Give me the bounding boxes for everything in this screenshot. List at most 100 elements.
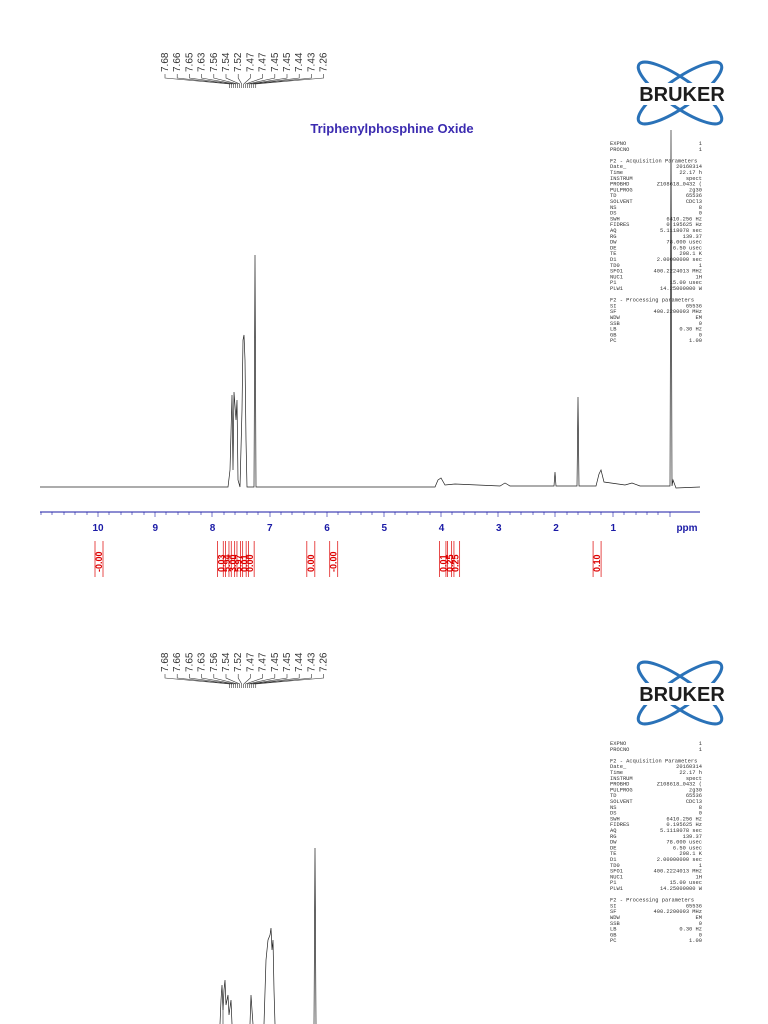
peak-connector — [176, 674, 232, 688]
axis-unit: ppm — [676, 523, 697, 534]
parameter-value: 65536 — [686, 903, 702, 909]
parameter-value: 1 — [699, 263, 702, 269]
peak-label: 7.43 — [306, 652, 317, 672]
parameter-value: 6.50 usec — [673, 245, 702, 251]
parameter-value: 8 — [699, 805, 702, 811]
peak-label: 7.65 — [184, 52, 195, 72]
parameter-name: D1 — [610, 257, 616, 263]
bruker-logo: BRUKER — [622, 60, 740, 126]
parameter-name: AQ — [610, 828, 616, 834]
peak-label: 7.56 — [209, 52, 220, 72]
parameter-name: SI — [610, 903, 616, 909]
parameter-value: 1 — [699, 863, 702, 869]
parameter-value: 400.2224013 MHz — [653, 869, 702, 875]
axis-tick-label: 8 — [210, 523, 216, 534]
parameter-value: EM — [696, 915, 702, 921]
axis-tick-label: 4 — [439, 523, 445, 534]
integral-value: 3.00 — [228, 554, 238, 572]
peak-label: 7.65 — [184, 652, 195, 672]
parameter-name: INSTRUM — [610, 776, 633, 782]
peak-label: 7.66 — [172, 652, 183, 672]
peak-label: 7.52 — [233, 52, 244, 72]
parameter-value: 15.00 usec — [670, 880, 702, 886]
parameter-name: EXPNO — [610, 741, 626, 747]
parameter-heading: F2 - Processing parameters — [610, 898, 694, 904]
parameter-name: EXPNO — [610, 141, 626, 147]
parameter-value: 22.17 h — [679, 770, 702, 776]
parameter-name: RG — [610, 834, 616, 840]
parameter-value: 20160314 — [676, 164, 702, 170]
logo-text: BRUKER — [639, 84, 725, 106]
parameter-value: 1.00 — [689, 938, 702, 944]
parameter-name: PC — [610, 338, 616, 344]
parameter-value: 78.000 usec — [666, 840, 702, 846]
parameter-name: DS — [610, 211, 616, 217]
peak-connector — [189, 674, 234, 688]
integral-value: 0.01 — [439, 554, 449, 572]
parameter-value: 22.17 h — [679, 170, 702, 176]
parameter-name: FIDRES — [610, 822, 629, 828]
parameter-value: 1 — [699, 147, 702, 153]
peak-connector — [247, 74, 276, 88]
peak-connector — [164, 74, 230, 88]
peak-connector — [253, 74, 312, 88]
parameter-value: 1 — [699, 141, 702, 147]
peak-label: 7.45 — [270, 652, 281, 672]
peak-connector — [243, 74, 251, 88]
parameter-name: LB — [610, 927, 617, 933]
integral-value: 0.00 — [245, 554, 255, 572]
parameter-name: SSB — [610, 321, 620, 327]
parameter-name: DS — [610, 811, 616, 817]
peak-label: 7.45 — [282, 652, 293, 672]
parameter-name: RG — [610, 234, 616, 240]
peak-label: 7.66 — [172, 52, 183, 72]
parameter-name: TD0 — [610, 863, 620, 869]
peak-connector — [251, 674, 300, 688]
parameter-name: P1 — [610, 280, 616, 286]
parameter-value: 0 — [699, 932, 702, 938]
peak-label: 7.26 — [319, 652, 330, 672]
integral-value: 5.97 — [234, 554, 244, 572]
parameter-name: SOLVENT — [610, 799, 633, 805]
axis-tick-label: 10 — [92, 523, 104, 534]
parameter-value: 0 — [699, 211, 702, 217]
peak-connector — [245, 674, 263, 688]
parameter-value: Z108618_0432 ( — [657, 782, 702, 788]
parameter-name: PLW1 — [610, 886, 623, 892]
parameter-name: TD — [610, 793, 616, 799]
peak-label: 7.68 — [160, 652, 171, 672]
peak-connector — [255, 674, 324, 688]
peak-label: 7.63 — [197, 652, 208, 672]
parameter-name: Time — [610, 170, 623, 176]
axis-tick-label: 3 — [496, 523, 502, 534]
peak-label: 7.63 — [197, 52, 208, 72]
peak-connector — [213, 74, 238, 88]
parameter-name: SFO1 — [610, 269, 623, 275]
parameter-value: 139.37 — [683, 234, 702, 240]
parameter-value: 0 — [699, 921, 702, 927]
parameter-value: 0.195625 Hz — [666, 822, 702, 828]
peak-label: 7.68 — [160, 52, 171, 72]
parameter-value: 1.00 — [689, 338, 702, 344]
axis-tick-label: 7 — [267, 523, 273, 534]
parameter-value: 0 — [699, 332, 702, 338]
peak-connector — [251, 74, 300, 88]
parameter-heading: F2 - Acquisition Parameters — [610, 158, 697, 164]
peak-label: 7.52 — [233, 652, 244, 672]
parameter-name: FIDRES — [610, 222, 629, 228]
spectrum-title: Triphenylphosphine Oxide — [310, 121, 473, 136]
parameter-name: P1 — [610, 880, 616, 886]
parameter-name: GB — [610, 932, 617, 938]
parameter-name: SSB — [610, 921, 620, 927]
parameter-value: 6.50 usec — [673, 845, 702, 851]
peak-connector — [253, 674, 312, 688]
peak-connector — [243, 674, 251, 688]
parameter-name: PC — [610, 938, 616, 944]
peak-connector — [249, 674, 288, 688]
axis-tick-label: 2 — [553, 523, 559, 534]
parameter-value: 1 — [699, 747, 702, 753]
parameter-value: 139.37 — [683, 834, 702, 840]
integral-value: -0.00 — [329, 551, 339, 572]
logo-text: BRUKER — [639, 684, 725, 706]
parameter-name: Date_ — [610, 164, 627, 170]
